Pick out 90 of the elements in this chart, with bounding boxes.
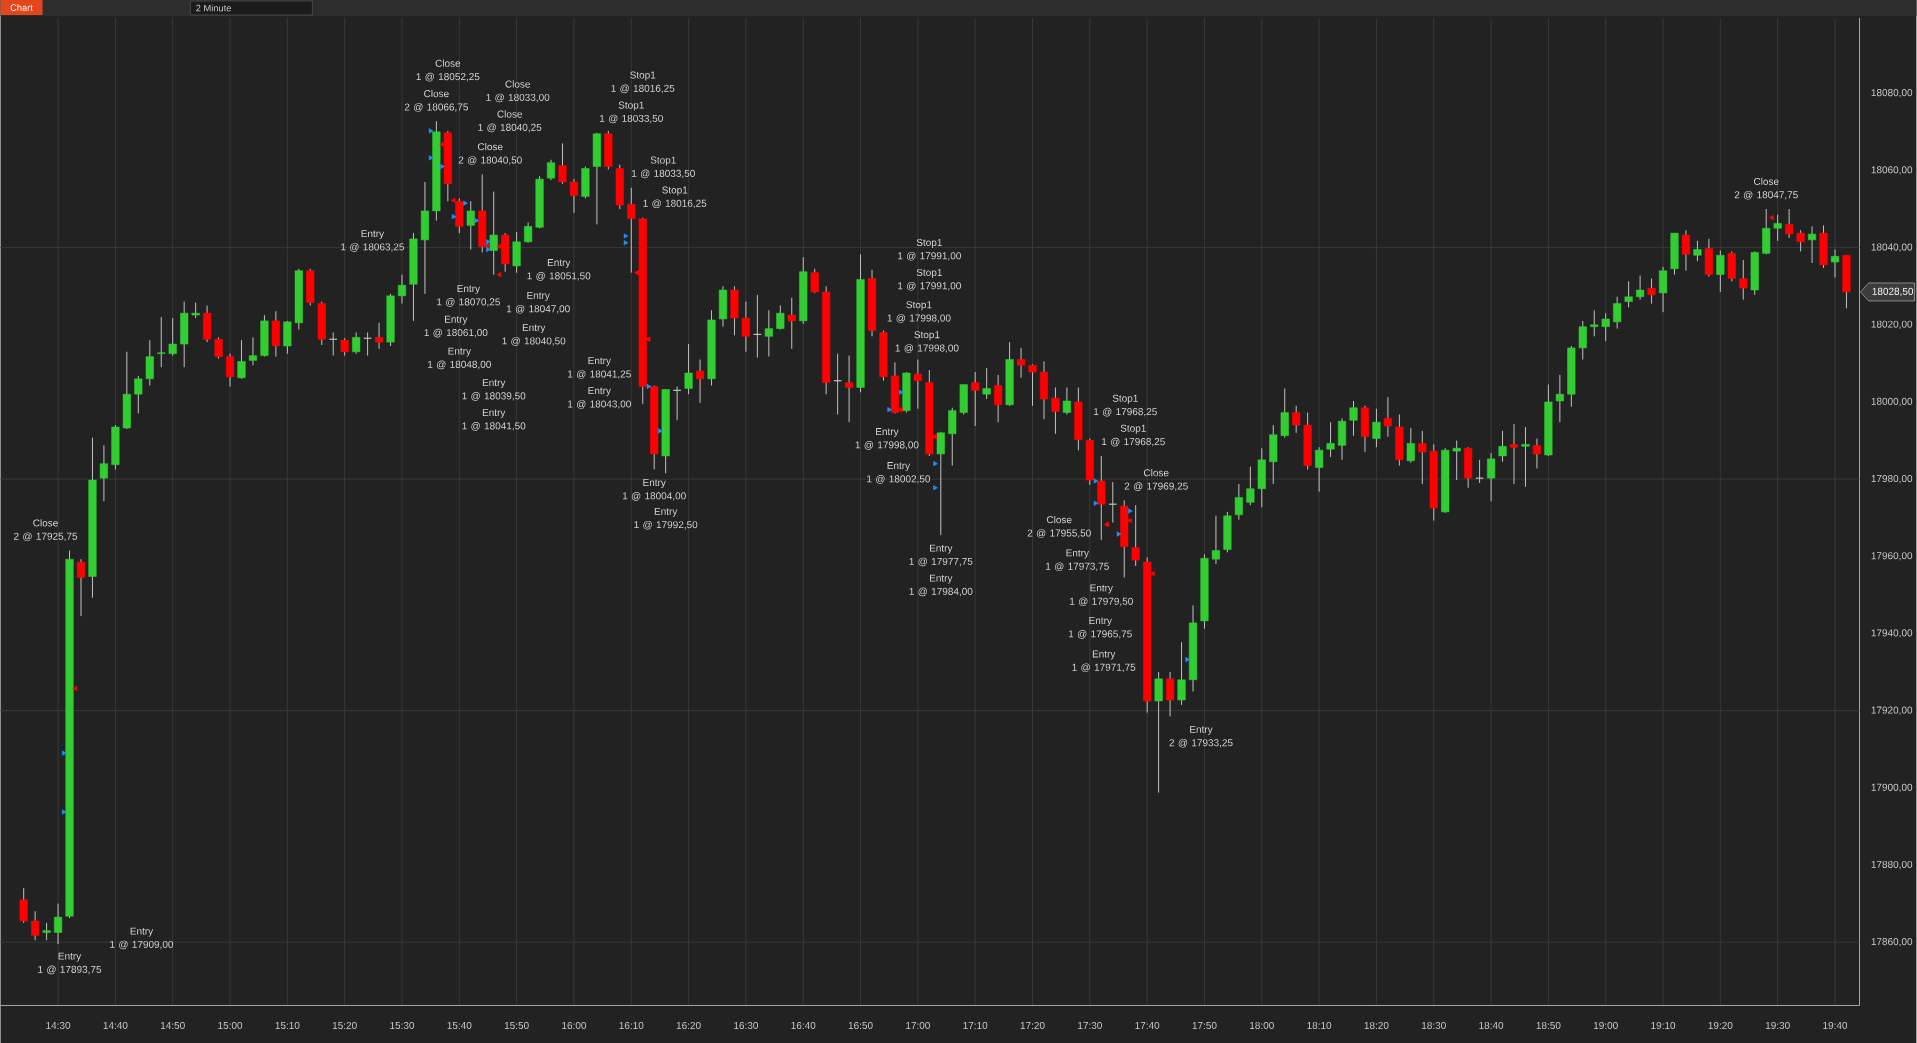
x-tick-label: 16:40 <box>791 1021 816 1029</box>
x-tick-label: 15:30 <box>390 1021 415 1029</box>
y-tick-label: 17920,00 <box>1871 706 1913 715</box>
annotation: Stop1 1 @ 18016,25 <box>611 71 675 93</box>
x-tick-label: 18:10 <box>1307 1021 1332 1029</box>
y-tick-label: 18000,00 <box>1871 397 1913 406</box>
annotation: Entry 1 @ 18043,00 <box>568 386 631 409</box>
x-tick-label: 14:30 <box>46 1021 71 1029</box>
annotation: Close 2 @ 17969,25 <box>1124 468 1188 491</box>
annotation: Close 2 @ 17925,75 <box>14 518 78 541</box>
annotation: Stop1 1 @ 18016,25 <box>643 186 707 208</box>
annotation: Close 2 @ 18066,75 <box>404 89 468 112</box>
x-tick-label: 16:10 <box>619 1021 644 1029</box>
annotation: Entry 1 @ 17977,75 <box>909 544 973 567</box>
annotation: Entry 1 @ 18004,00 <box>622 478 686 501</box>
annotation: Stop1 1 @ 17991,00 <box>898 268 961 291</box>
annotation: Entry 1 @ 18047,00 <box>506 291 570 314</box>
y-tick-label: 18020,00 <box>1871 320 1913 329</box>
x-tick-label: 14:40 <box>103 1021 128 1029</box>
x-tick-label: 17:40 <box>1135 1021 1160 1029</box>
x-tick-label: 15:50 <box>504 1021 529 1029</box>
annotation: Entry 1 @ 17998,00 <box>855 427 919 450</box>
annotation: Stop1 1 @ 17998,00 <box>887 300 951 323</box>
text: 18028,50 <box>1872 287 1914 296</box>
annotation: Entry 1 @ 18041,25 <box>568 357 631 379</box>
annotation: Stop1 1 @ 17968,25 <box>1102 424 1165 447</box>
x-tick-label: 19:20 <box>1708 1021 1733 1029</box>
text: Chart <box>10 3 33 11</box>
annotation: Entry 1 @ 18040,50 <box>502 323 566 346</box>
x-tick-label: 16:50 <box>848 1021 873 1029</box>
annotation: Entry 1 @ 17992,50 <box>634 507 698 530</box>
annotation: Close 2 @ 17955,50 <box>1027 515 1091 538</box>
annotation: Stop1 1 @ 17991,00 <box>898 238 961 261</box>
y-tick-label: 17880,00 <box>1871 860 1913 869</box>
annotation: Entry 1 @ 17984,00 <box>909 574 973 597</box>
annotation: Close 1 @ 18040,25 <box>478 110 542 133</box>
annotation: Stop1 1 @ 18033,50 <box>600 101 663 124</box>
annotation: Entry 1 @ 18070,25 <box>437 284 500 307</box>
annotation: Entry 1 @ 18051,50 <box>527 258 591 281</box>
x-tick-label: 16:20 <box>676 1021 701 1029</box>
x-tick-label: 19:40 <box>1823 1021 1848 1029</box>
annotation: Close 2 @ 18040,50 <box>458 142 522 165</box>
annotation: Entry 1 @ 18061,00 <box>424 315 488 338</box>
annotation: Entry 1 @ 17979,50 <box>1070 584 1133 606</box>
x-tick-label: 17:00 <box>906 1021 930 1029</box>
x-tick-label: 17:10 <box>963 1021 988 1029</box>
annotation: Entry 1 @ 17971,75 <box>1072 650 1136 672</box>
y-tick-label: 18040,00 <box>1871 243 1913 252</box>
annotation: Close 2 @ 18047,75 <box>1734 177 1798 200</box>
x-tick-label: 17:50 <box>1192 1021 1217 1029</box>
y-tick-label: 17980,00 <box>1871 474 1913 484</box>
y-tick-label: 17900,00 <box>1871 783 1913 792</box>
y-tick-label: 18060,00 <box>1871 166 1913 175</box>
annotation: Entry 1 @ 17973,75 <box>1046 549 1109 571</box>
annotation: Close 1 @ 18052,25 <box>416 59 480 82</box>
x-tick-label: 19:30 <box>1765 1021 1790 1029</box>
x-tick-label: 17:20 <box>1020 1021 1045 1029</box>
annotation: Entry 1 @ 18002,50 <box>867 461 931 484</box>
y-tick-label: 17940,00 <box>1871 629 1913 638</box>
annotation: Entry 1 @ 18063,25 <box>341 229 405 252</box>
y-tick-label: 17860,00 <box>1871 937 1913 947</box>
x-tick-label: 18:20 <box>1364 1021 1389 1029</box>
x-tick-label: 15:40 <box>447 1021 472 1029</box>
annotation: Entry 2 @ 17933,25 <box>1169 725 1233 748</box>
y-tick-label: 17960,00 <box>1871 551 1913 561</box>
annotation: Entry 1 @ 18039,50 <box>462 378 526 401</box>
annotation: Stop1 1 @ 17968,25 <box>1094 394 1157 417</box>
x-tick-label: 16:00 <box>562 1021 587 1029</box>
x-tick-label: 18:30 <box>1422 1021 1446 1029</box>
annotation: Entry 1 @ 17965,75 <box>1068 616 1132 639</box>
annotation: Entry 1 @ 17909,00 <box>110 927 174 950</box>
x-tick-label: 18:50 <box>1536 1021 1561 1029</box>
x-tick-label: 15:10 <box>275 1021 300 1029</box>
x-tick-label: 17:30 <box>1078 1021 1102 1029</box>
x-tick-label: 16:30 <box>734 1021 759 1029</box>
annotation: Entry 1 @ 18041,50 <box>462 408 526 431</box>
annotation: Close 1 @ 18033,00 <box>486 80 550 103</box>
x-tick-label: 19:10 <box>1651 1021 1676 1029</box>
x-tick-label: 15:20 <box>332 1021 357 1029</box>
x-tick-label: 18:00 <box>1250 1021 1274 1029</box>
x-tick-label: 14:50 <box>160 1021 185 1029</box>
x-tick-label: 15:00 <box>218 1021 243 1029</box>
text: 2 Minute <box>196 4 232 12</box>
annotation: Entry 1 @ 18048,00 <box>428 347 491 370</box>
annotation: Stop1 1 @ 18033,50 <box>632 156 695 178</box>
annotation: Entry 1 @ 17893,75 <box>38 952 102 975</box>
y-tick-label: 18080,00 <box>1871 88 1913 98</box>
annotation: Stop1 1 @ 17998,00 <box>895 330 959 353</box>
x-tick-label: 18:40 <box>1479 1021 1504 1029</box>
x-tick-label: 19:00 <box>1593 1021 1618 1029</box>
